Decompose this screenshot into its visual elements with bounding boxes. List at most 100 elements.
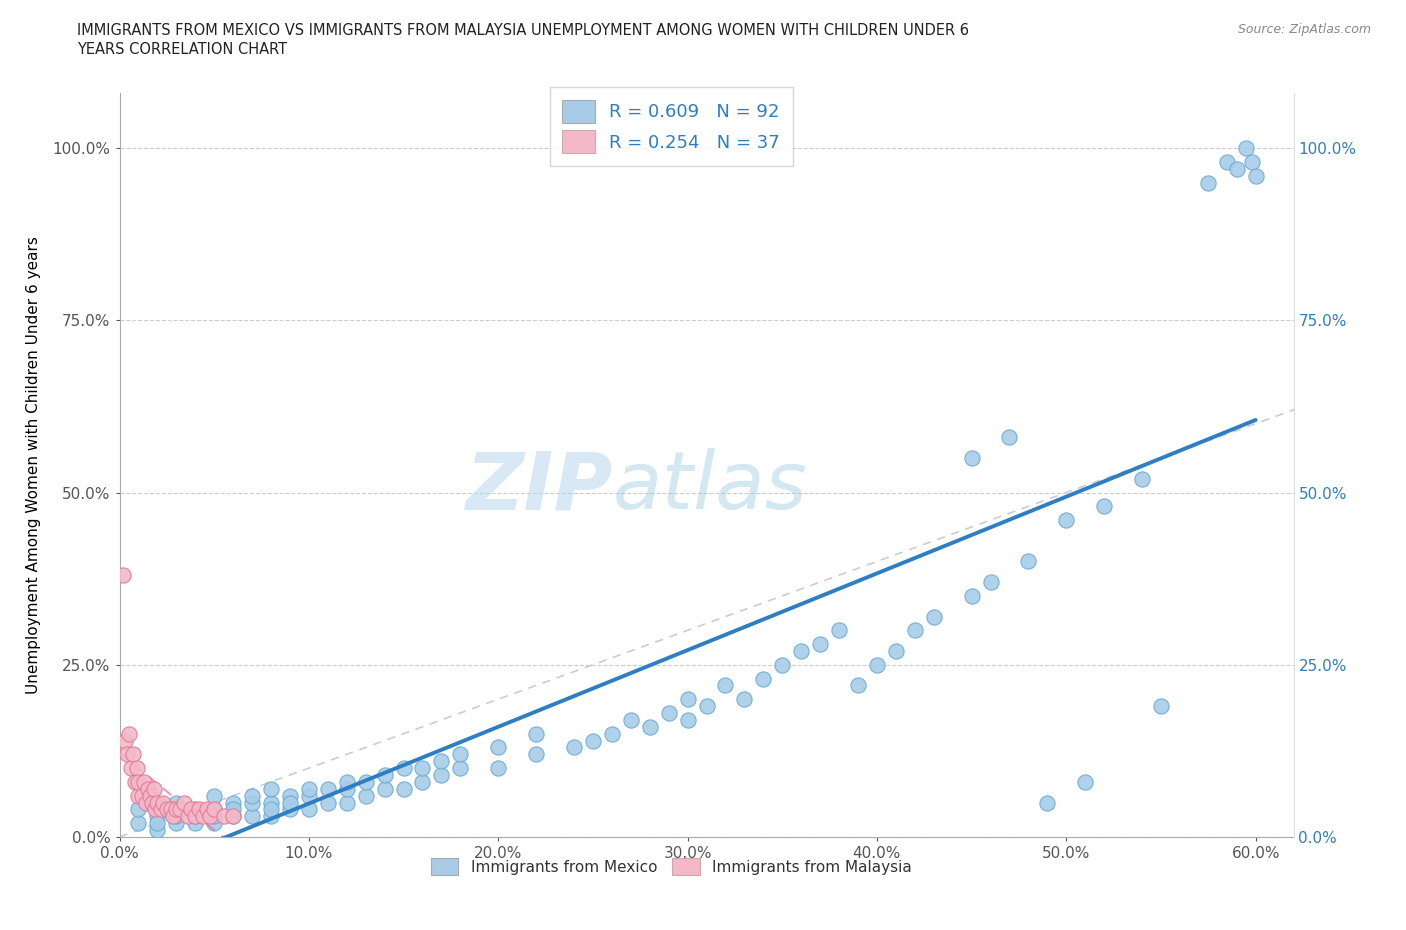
Point	[430, 754, 453, 769]
Point	[1234, 140, 1257, 155]
Point	[582, 733, 605, 748]
Point	[114, 733, 136, 748]
Point	[298, 781, 321, 796]
Point	[298, 802, 321, 817]
Point	[1017, 554, 1039, 569]
Point	[808, 637, 831, 652]
Point	[1130, 472, 1153, 486]
Point	[112, 568, 135, 583]
Point	[1244, 168, 1267, 183]
Point	[162, 809, 184, 824]
Point	[562, 740, 585, 755]
Point	[141, 795, 163, 810]
Point	[770, 658, 793, 672]
Point	[600, 726, 623, 741]
Point	[1216, 154, 1239, 169]
Point	[790, 644, 813, 658]
Point	[696, 698, 718, 713]
Point	[486, 740, 509, 755]
Point	[354, 775, 377, 790]
Point	[278, 789, 301, 804]
Point	[134, 775, 156, 790]
Point	[866, 658, 889, 672]
Point	[374, 767, 396, 782]
Point	[1092, 498, 1115, 513]
Point	[752, 671, 775, 686]
Point	[392, 761, 415, 776]
Point	[146, 809, 169, 824]
Text: IMMIGRANTS FROM MEXICO VS IMMIGRANTS FROM MALAYSIA UNEMPLOYMENT AMONG WOMEN WITH: IMMIGRANTS FROM MEXICO VS IMMIGRANTS FRO…	[77, 23, 969, 38]
Text: YEARS CORRELATION CHART: YEARS CORRELATION CHART	[77, 42, 287, 57]
Y-axis label: Unemployment Among Women with Children Under 6 years: Unemployment Among Women with Children U…	[27, 236, 41, 694]
Point	[658, 706, 681, 721]
Point	[411, 775, 433, 790]
Point	[165, 809, 187, 824]
Point	[676, 712, 699, 727]
Point	[184, 809, 207, 824]
Point	[222, 795, 245, 810]
Point	[191, 809, 214, 824]
Point	[165, 802, 187, 817]
Point	[142, 781, 165, 796]
Point	[146, 795, 169, 810]
Point	[449, 761, 471, 776]
Point	[960, 589, 983, 604]
Point	[1240, 154, 1263, 169]
Point	[411, 761, 433, 776]
Point	[118, 726, 141, 741]
Point	[960, 451, 983, 466]
Point	[202, 802, 225, 817]
Point	[278, 795, 301, 810]
Point	[676, 692, 699, 707]
Point	[240, 809, 263, 824]
Point	[278, 802, 301, 817]
Point	[136, 781, 159, 796]
Point	[733, 692, 755, 707]
Point	[828, 623, 851, 638]
Point	[165, 795, 187, 810]
Point	[486, 761, 509, 776]
Point	[260, 781, 283, 796]
Point	[846, 678, 869, 693]
Point	[146, 816, 169, 830]
Point	[392, 781, 415, 796]
Point	[240, 789, 263, 804]
Point	[1074, 775, 1097, 790]
Point	[146, 823, 169, 838]
Text: ZIP: ZIP	[465, 448, 613, 526]
Point	[121, 747, 143, 762]
Point	[131, 789, 153, 804]
Point	[169, 802, 191, 817]
Point	[150, 802, 173, 817]
Point	[146, 795, 169, 810]
Point	[202, 816, 225, 830]
Point	[1036, 795, 1059, 810]
Point	[145, 802, 167, 817]
Point	[222, 802, 245, 817]
Point	[884, 644, 907, 658]
Legend: Immigrants from Mexico, Immigrants from Malaysia: Immigrants from Mexico, Immigrants from …	[425, 852, 918, 882]
Point	[316, 781, 339, 796]
Point	[316, 795, 339, 810]
Point	[638, 719, 661, 734]
Point	[173, 795, 195, 810]
Point	[1150, 698, 1173, 713]
Point	[222, 809, 245, 824]
Point	[336, 781, 359, 796]
Point	[127, 789, 149, 804]
Point	[922, 609, 945, 624]
Point	[135, 795, 157, 810]
Point	[120, 761, 142, 776]
Point	[524, 726, 547, 741]
Point	[336, 775, 359, 790]
Point	[202, 802, 225, 817]
Text: Source: ZipAtlas.com: Source: ZipAtlas.com	[1237, 23, 1371, 36]
Point	[374, 781, 396, 796]
Point	[260, 795, 283, 810]
Point	[336, 795, 359, 810]
Point	[260, 809, 283, 824]
Point	[180, 802, 202, 817]
Point	[904, 623, 927, 638]
Point	[139, 789, 162, 804]
Point	[620, 712, 643, 727]
